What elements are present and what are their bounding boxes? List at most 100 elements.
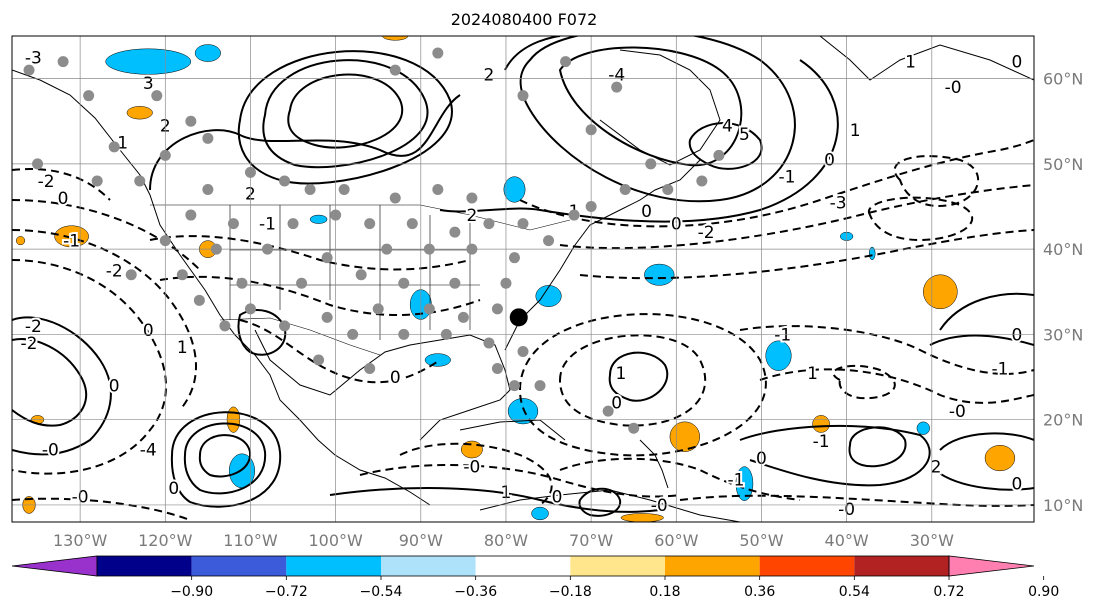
contour-subtropic xyxy=(558,334,707,427)
contour-low-eastpacific xyxy=(198,434,252,478)
station-marker xyxy=(108,141,120,153)
lon-tick-label: 90°W xyxy=(399,531,443,550)
figure-title: 2024080400 F072 xyxy=(451,10,598,29)
contour-label: 3 xyxy=(143,74,154,94)
station-marker xyxy=(389,192,401,204)
contour-high-labrador xyxy=(558,46,743,167)
colorbar-tick-label: 0.54 xyxy=(839,584,870,600)
station-marker xyxy=(398,277,410,289)
contour-low-north xyxy=(579,229,1034,280)
contour-caribbean xyxy=(578,487,622,517)
lon-tick-label: 110°W xyxy=(223,531,278,550)
contour-label: -0 xyxy=(651,496,668,516)
contour-label: -0 xyxy=(42,441,59,461)
station-marker xyxy=(313,354,325,366)
contour-label: -3 xyxy=(830,193,847,213)
anomaly-region xyxy=(644,263,675,286)
station-marker xyxy=(534,380,546,392)
station-marker xyxy=(304,183,316,195)
contour-high-northwest xyxy=(149,94,461,191)
contour-label: -1 xyxy=(813,432,830,452)
anomaly-region xyxy=(309,214,328,224)
colorbar-segment xyxy=(97,556,192,576)
station-marker xyxy=(517,90,529,102)
lon-tick-label: 120°W xyxy=(138,531,193,550)
contour-west-pacific xyxy=(12,229,197,411)
anomaly-region xyxy=(923,274,958,310)
lon-tick-label: 30°W xyxy=(910,531,954,550)
lat-tick-label: 60°N xyxy=(1043,70,1083,89)
gridlines xyxy=(12,36,1034,522)
lon-tick-label: 100°W xyxy=(308,531,363,550)
lat-tick-label: 30°N xyxy=(1043,325,1083,344)
contour-west-pacific xyxy=(12,316,112,456)
station-marker xyxy=(83,90,95,102)
state-lines xyxy=(229,205,480,340)
contour-label: 0 xyxy=(390,368,401,388)
contour-interior xyxy=(237,309,287,356)
boundary-layer xyxy=(150,204,571,356)
anomaly-region xyxy=(531,506,549,521)
station-marker xyxy=(406,218,418,230)
contour-label: 0 xyxy=(109,377,120,397)
station-marker xyxy=(466,192,478,204)
contour-label: -2 xyxy=(25,317,42,337)
contour-label: -4 xyxy=(140,441,157,461)
contour-label: 4 xyxy=(722,117,733,137)
station-marker xyxy=(508,252,520,264)
colorbar-segment xyxy=(475,556,571,576)
station-marker xyxy=(389,64,401,76)
colorbar-tick-label: 0.72 xyxy=(933,584,964,600)
anomaly-region xyxy=(535,285,562,307)
contour-layer xyxy=(12,36,1034,521)
contour-east-atlantic xyxy=(739,325,1034,375)
contour-east-atlantic xyxy=(939,292,1034,331)
contour-label: 0 xyxy=(143,321,154,341)
contour-high-labrador xyxy=(688,122,763,170)
station-marker xyxy=(449,277,461,289)
station-marker xyxy=(287,218,299,230)
colorbar-segment xyxy=(854,556,949,576)
station-marker xyxy=(227,218,239,230)
station-marker xyxy=(321,311,333,323)
contour-east-atlantic xyxy=(832,364,896,400)
contour-west-pacific xyxy=(12,199,201,271)
station-marker xyxy=(457,311,469,323)
contour-west-pacific xyxy=(12,338,87,427)
contour-high-northwest xyxy=(287,73,404,149)
contour-tropic-high xyxy=(939,432,1034,451)
colorbar-segment xyxy=(570,556,665,576)
contour-label: -1 xyxy=(63,232,80,252)
station-marker xyxy=(91,175,103,187)
highlight-station-marker xyxy=(509,308,528,327)
station-marker xyxy=(176,269,188,281)
contour-label: 1 xyxy=(616,364,627,384)
station-marker xyxy=(483,218,495,230)
contour-label: 0 xyxy=(1012,53,1023,73)
station-marker xyxy=(202,183,214,195)
contour-east-atlantic xyxy=(759,368,1034,404)
contour-low-north xyxy=(519,139,1034,228)
colorbar-segment xyxy=(381,556,476,576)
station-marker xyxy=(279,175,291,187)
station-marker xyxy=(57,56,69,68)
anomaly-region xyxy=(126,106,153,120)
border-us-mexico xyxy=(219,317,381,356)
anomaly-region xyxy=(503,176,526,203)
contour-label: -1 xyxy=(727,470,744,490)
contour-label: -0 xyxy=(463,458,480,478)
contour-tropic-high xyxy=(934,469,1034,491)
anomaly-region xyxy=(812,415,830,433)
contour-label: 1 xyxy=(117,134,128,154)
anomaly-region xyxy=(669,421,700,452)
station-marker xyxy=(491,303,503,315)
station-marker xyxy=(432,47,444,59)
lon-tick-label: 40°W xyxy=(825,531,869,550)
contour-west-pacific xyxy=(12,497,191,521)
contour-low-eastpacific xyxy=(183,422,267,495)
station-marker xyxy=(508,380,520,392)
colorbar-tick-label: −0.72 xyxy=(265,584,308,600)
contour-caribbean xyxy=(359,464,681,498)
contour-label: 0 xyxy=(824,151,835,171)
station-marker xyxy=(364,218,376,230)
